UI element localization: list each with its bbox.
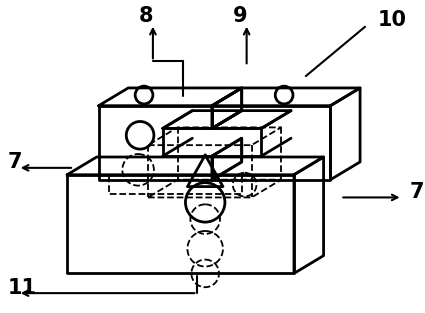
Text: 8: 8: [139, 6, 153, 26]
Text: 11: 11: [8, 278, 37, 298]
Text: 7: 7: [8, 152, 23, 172]
Text: 9: 9: [232, 6, 247, 26]
Text: 10: 10: [378, 10, 407, 30]
Text: 7: 7: [409, 182, 424, 202]
